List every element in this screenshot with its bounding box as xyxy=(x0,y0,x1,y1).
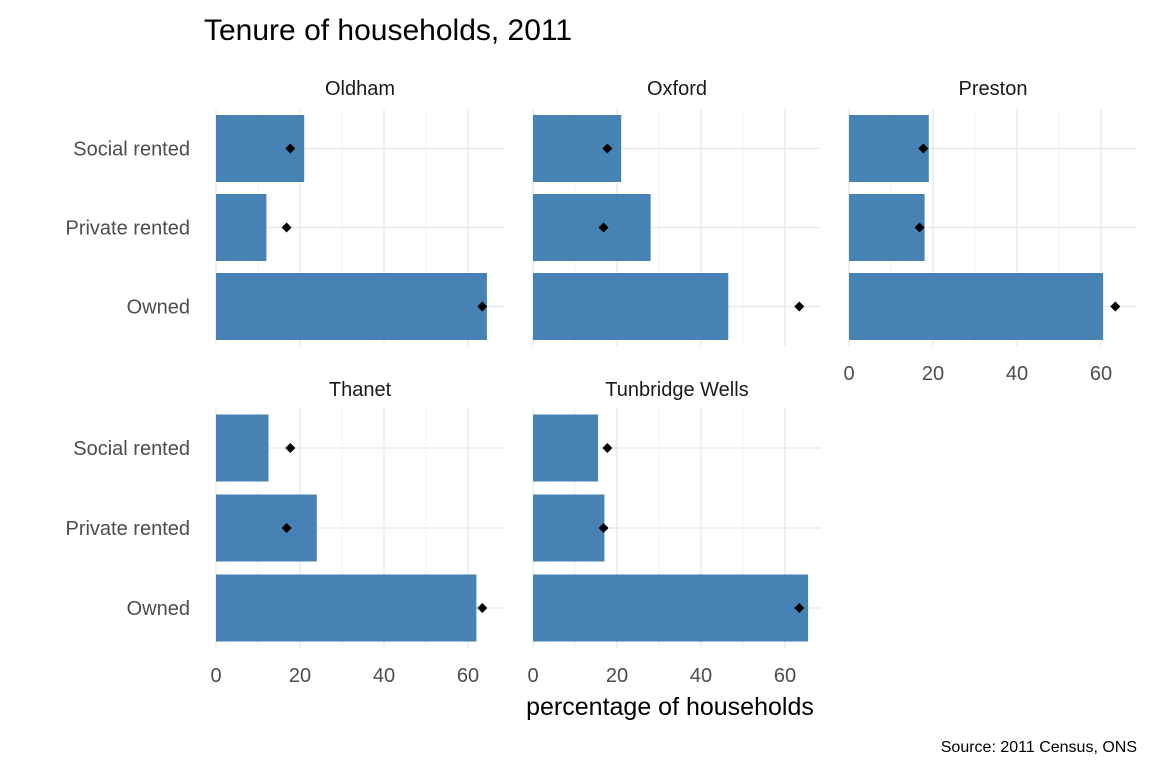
category-label: Owned xyxy=(127,598,190,620)
reference-marker xyxy=(794,301,805,312)
facet-panels: Oldham Social rented Private rented Owned Ox… xyxy=(65,78,1137,687)
facet-label: Preston xyxy=(959,78,1028,100)
category-label: Private rented xyxy=(65,218,190,240)
x-tick-label: 40 xyxy=(690,665,712,687)
reference-marker xyxy=(602,443,613,453)
bar xyxy=(849,194,925,261)
facet-panel: Preston 0 20 40 60 xyxy=(843,78,1137,385)
facet-label: Oldham xyxy=(325,78,395,100)
reference-marker xyxy=(281,222,292,233)
x-tick-label: 60 xyxy=(457,665,479,687)
bar xyxy=(849,115,929,182)
reference-marker xyxy=(918,143,929,154)
x-tick-label: 0 xyxy=(210,665,221,687)
x-tick-label: 60 xyxy=(1090,363,1112,385)
bar xyxy=(533,494,605,562)
facet-label: Thanet xyxy=(329,379,392,401)
bar xyxy=(216,574,477,642)
x-tick-label: 0 xyxy=(843,363,854,385)
bar xyxy=(849,273,1104,340)
facet-panel: Oxford xyxy=(532,78,821,346)
reference-marker xyxy=(602,143,613,154)
x-tick-label: 20 xyxy=(289,665,311,687)
bar xyxy=(533,273,729,340)
bar xyxy=(533,194,651,261)
x-tick-label: 60 xyxy=(774,665,796,687)
x-tick-label: 40 xyxy=(1006,363,1028,385)
facet-label: Tunbridge Wells xyxy=(605,379,748,401)
category-label: Social rented xyxy=(73,139,190,161)
chart-title: Tenure of households, 2011 xyxy=(204,14,572,47)
reference-marker xyxy=(914,222,925,233)
chart-caption: Source: 2011 Census, ONS xyxy=(941,739,1137,756)
bar xyxy=(216,273,487,340)
reference-marker xyxy=(477,301,488,312)
bar xyxy=(533,414,599,482)
bar xyxy=(216,194,267,261)
facet-panel: Oldham Social rented Private rented Owned xyxy=(65,78,504,346)
facet-label: Oxford xyxy=(647,78,707,100)
reference-marker xyxy=(1110,301,1121,312)
reference-marker xyxy=(598,523,609,533)
x-tick-label: 20 xyxy=(922,363,944,385)
bar xyxy=(216,494,317,562)
category-label: Owned xyxy=(127,297,190,319)
category-label: Social rented xyxy=(73,438,190,460)
x-tick-label: 0 xyxy=(527,665,538,687)
facet-panel: Tunbridge Wells 0 20 40 60 xyxy=(527,379,821,687)
reference-marker xyxy=(477,603,488,613)
reference-marker xyxy=(285,443,296,453)
bar xyxy=(216,414,269,482)
x-tick-label: 40 xyxy=(373,665,395,687)
reference-marker xyxy=(794,603,805,613)
x-axis-label: percentage of households xyxy=(526,693,814,721)
bar xyxy=(533,574,809,642)
reference-marker xyxy=(285,143,296,154)
category-label: Private rented xyxy=(65,518,190,540)
facet-panel: Thanet Social rented Private rented Owned 0 2… xyxy=(65,379,504,687)
reference-marker xyxy=(281,523,292,533)
reference-marker xyxy=(598,222,609,233)
x-tick-label: 20 xyxy=(606,665,628,687)
